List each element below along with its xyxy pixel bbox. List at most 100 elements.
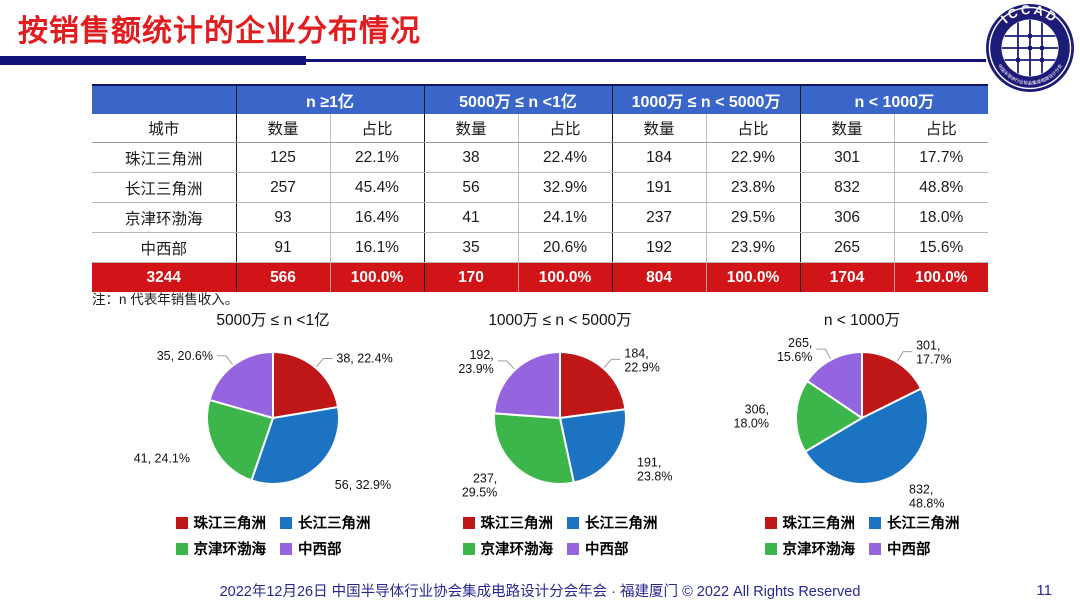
legend-swatch-icon [764, 542, 777, 555]
legend-label: 长江三角洲 [298, 516, 371, 532]
table-row: 京津环渤海 93 16.4% 41 24.1% 237 29.5% 306 18.0% [92, 202, 989, 233]
pie-slice [559, 351, 627, 419]
pie-legend-grid: 珠江三角洲 长江三角洲 京津环渤海 中西部 [764, 512, 960, 559]
label-leader-line [217, 355, 233, 365]
pie-legend-grid: 珠江三角洲 长江三角洲 京津环渤海 中西部 [462, 512, 658, 559]
footer-text: 2022年12月26日 中国半导体行业协会集成电路设计分会年会 · 福建厦门 ©… [219, 584, 861, 600]
legend-label: 珠江三角洲 [193, 516, 267, 532]
table-subheader-cell: 数量 [611, 114, 707, 143]
pie-value-label: 41, 24.1% [134, 452, 190, 466]
table-row: 珠江三角洲 125 22.1% 38 22.4% 184 22.9% 301 17.7% [92, 142, 989, 173]
table-subheader-cell: 数量 [235, 114, 330, 143]
table-total-cell: 100.0% [517, 262, 613, 292]
pie-value-label: 301, 17.7% [916, 339, 951, 367]
legend-item: 京津环渤海 [175, 538, 267, 559]
table-region-cell: 京津环渤海 [92, 202, 236, 233]
pie-slice [795, 380, 863, 453]
table-cell: 832 [799, 172, 895, 203]
legend-item: 长江三角洲 [567, 512, 658, 533]
table-cell: 191 [611, 172, 707, 203]
table-cell: 306 [799, 202, 895, 233]
legend-swatch-icon [280, 542, 292, 555]
legend-label: 中西部 [298, 542, 342, 558]
legend-swatch-icon [462, 542, 475, 555]
pie-chart-block: n < 1000万 301, 17.7% 832, 48.8% 306, 18.0% 265,… [692, 310, 1032, 564]
legend-swatch-icon [869, 516, 881, 529]
label-leader-line [603, 358, 621, 368]
table-cell: 16.4% [329, 202, 424, 233]
table-cell: 45.4% [329, 172, 424, 203]
label-leader-line [896, 351, 913, 362]
legend-label: 长江三角洲 [887, 516, 960, 532]
legend-label: 珠江三角洲 [480, 516, 554, 532]
page-title: 按销售额统计的企业分布情况 [18, 15, 421, 48]
pie-chart: 184, 22.9% 191, 23.8% 237, 29.5% 192, 23.9% [458, 346, 672, 499]
table-total-cell: 100.0% [893, 262, 989, 292]
table-cell: 301 [799, 142, 895, 173]
pie-slice [806, 351, 863, 419]
table-total-row: 3244 566 100.0% 170 100.0% 804 100.0% 1704 100.0… [92, 262, 989, 292]
legend-item: 长江三角洲 [280, 512, 371, 533]
table-cell: 38 [423, 142, 518, 173]
table-cell: 23.9% [705, 232, 801, 263]
table-cell: 22.4% [517, 142, 613, 173]
legend-item: 珠江三角洲 [462, 512, 554, 533]
table-cell: 237 [611, 202, 707, 233]
legend-item: 中西部 [280, 538, 371, 559]
table-cell: 22.1% [329, 142, 424, 173]
legend-item: 京津环渤海 [462, 538, 554, 559]
label-leader-line [816, 348, 831, 360]
table-wrap: n ≥1亿 5000万 ≤ n <1亿 1000万 ≤ n < 5000万 n < 1… [92, 84, 989, 292]
page-number: 11 [1036, 582, 1052, 599]
pie-legend-grid: 珠江三角洲 长江三角洲京津环渤海 中西部 [175, 512, 371, 559]
legend-swatch-icon [567, 542, 579, 555]
pie-chart-title: n < 1000万 [823, 312, 901, 329]
pie-slice [493, 351, 561, 419]
pie-chart-block: 5000万 ≤ n <1亿 38, 22.4% 56, 32.9% 41, 24.1%… [103, 310, 443, 564]
table-group-header: 1000万 ≤ n < 5000万 [611, 85, 801, 114]
pie-value-label: 56, 32.9% [335, 478, 391, 492]
table-cell: 35 [423, 232, 518, 263]
pie-chart: 38, 22.4% 56, 32.9% 41, 24.1% 35, 20.6% [134, 349, 393, 492]
legend-label: 珠江三角洲 [782, 516, 856, 532]
pie-value-label: 184, 22.9% [624, 346, 659, 374]
table-subheader-row: 城市 数量 占比 数量 占比 数量 占比 数量 占比 [92, 114, 989, 143]
legend-item: 珠江三角洲 [764, 512, 856, 533]
title-underline-thin [306, 59, 986, 62]
legend-label: 京津环渤海 [480, 542, 554, 558]
table-cell: 18.0% [893, 202, 989, 233]
legend-label: 京津环渤海 [193, 542, 267, 558]
legend-swatch-icon [567, 516, 579, 529]
table-total-cell: 170 [423, 262, 518, 292]
legend-swatch-icon [869, 542, 881, 555]
table-cell: 257 [235, 172, 330, 203]
pie-legend: 珠江三角洲 长江三角洲 京津环渤海 中西部 [692, 512, 1032, 559]
pie-value-label: 832, 48.8% [909, 482, 944, 510]
pie-value-label: 237, 29.5% [462, 471, 497, 499]
table-region-cell: 中西部 [92, 232, 236, 263]
table-subheader-cell: 数量 [423, 114, 518, 143]
pie-value-label: 191, 23.8% [637, 456, 672, 484]
table-subheader-cell: 城市 [92, 114, 236, 143]
pie-value-label: 38, 22.4% [336, 352, 392, 366]
pie-slice [250, 406, 340, 485]
table-total-cell: 100.0% [329, 262, 424, 292]
table-cell: 22.9% [705, 142, 801, 173]
table-cell: 41 [423, 202, 518, 233]
iccad-logo: ICCAD 中国半导体行业协会集成电路设计分会 [986, 2, 1074, 92]
pie-value-label: 306, 18.0% [734, 402, 769, 430]
table-cell: 20.6% [517, 232, 613, 263]
table-total-cell: 1704 [799, 262, 895, 292]
table-total-cell: 3244 [92, 262, 236, 292]
table-subheader-cell: 占比 [893, 114, 989, 143]
table-cell: 29.5% [705, 202, 801, 233]
pie-chart-title: 1000万 ≤ n < 5000万 [488, 312, 632, 329]
pie-value-label: 35, 20.6% [157, 349, 213, 363]
table-cell: 23.8% [705, 172, 801, 203]
logo-outer-ring [988, 6, 1072, 90]
table-cell: 17.7% [893, 142, 989, 173]
table-row: 长江三角洲 257 45.4% 56 32.9% 191 23.8% 832 48.8% [92, 172, 989, 203]
pie-legend: 珠江三角洲 长江三角洲 京津环渤海 中西部 [390, 512, 730, 559]
legend-item: 中西部 [567, 538, 658, 559]
distribution-table: n ≥1亿 5000万 ≤ n <1亿 1000万 ≤ n < 5000万 n < 1… [92, 84, 989, 292]
